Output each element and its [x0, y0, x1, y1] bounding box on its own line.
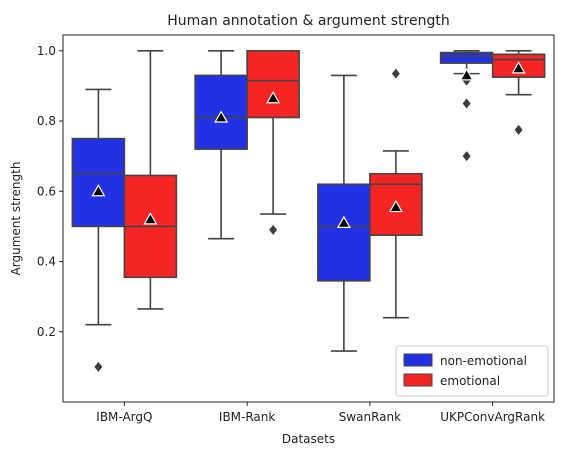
box-body — [317, 183, 371, 282]
legend-label-non-emotional: non-emotional — [440, 354, 527, 368]
mean-marker — [214, 110, 229, 123]
mean-marker — [511, 61, 526, 74]
box-non-emotional-IBM-ArgQ — [71, 88, 126, 372]
box-emotional-SwanRank — [369, 68, 423, 319]
box-emotional-IBM-ArgQ — [123, 50, 178, 310]
y-tick-label: 0.6 — [37, 184, 56, 198]
box-body — [439, 51, 494, 64]
plot-area — [71, 50, 546, 372]
outlier-point — [269, 224, 278, 235]
y-tick-label: 0.2 — [37, 325, 56, 339]
box-non-emotional-IBM-Rank — [194, 50, 248, 240]
x-tick-label: IBM-Rank — [219, 410, 275, 424]
x-tick-label: SwanRank — [339, 410, 401, 424]
mean-marker — [388, 199, 403, 213]
outlier-point — [514, 124, 523, 135]
legend: non-emotional emotional — [395, 345, 549, 397]
box-emotional-UKPConvArgRank — [491, 50, 546, 135]
legend-label-emotional: emotional — [440, 374, 500, 388]
box-emotional-IBM-Rank — [246, 50, 300, 235]
x-axis-title: Datasets — [282, 432, 335, 446]
mean-marker — [143, 212, 158, 225]
y-axis: 0.2 0.4 0.6 0.8 1.0 — [37, 44, 63, 339]
y-axis-title: Argument strength — [9, 162, 23, 276]
mean-marker — [91, 184, 106, 197]
x-tick-label: IBM-ArgQ — [96, 410, 152, 424]
y-tick-label: 0.8 — [37, 114, 56, 128]
legend-swatch-non-emotional — [403, 353, 433, 367]
chart-title: Human annotation & argument strength — [167, 13, 449, 29]
mean-marker — [459, 68, 474, 81]
outlier-point — [94, 361, 103, 372]
x-axis: IBM-ArgQ IBM-Rank SwanRank UKPConvArgRank — [96, 402, 545, 424]
box-non-emotional-UKPConvArgRank — [439, 50, 494, 162]
box-body — [71, 137, 126, 228]
mean-marker — [336, 215, 351, 228]
plot-frame — [62, 34, 555, 403]
box-non-emotional-SwanRank — [317, 74, 371, 352]
box-body — [246, 50, 300, 119]
outlier-point — [391, 68, 400, 79]
y-tick-label: 0.4 — [37, 255, 56, 269]
legend-swatch-emotional — [403, 373, 433, 387]
outlier-point — [462, 151, 471, 162]
outlier-point — [462, 98, 471, 109]
mean-marker — [266, 91, 281, 104]
legend-box — [395, 345, 549, 397]
x-tick-label: UKPConvArgRank — [440, 410, 545, 424]
y-tick-label: 1.0 — [37, 44, 56, 58]
